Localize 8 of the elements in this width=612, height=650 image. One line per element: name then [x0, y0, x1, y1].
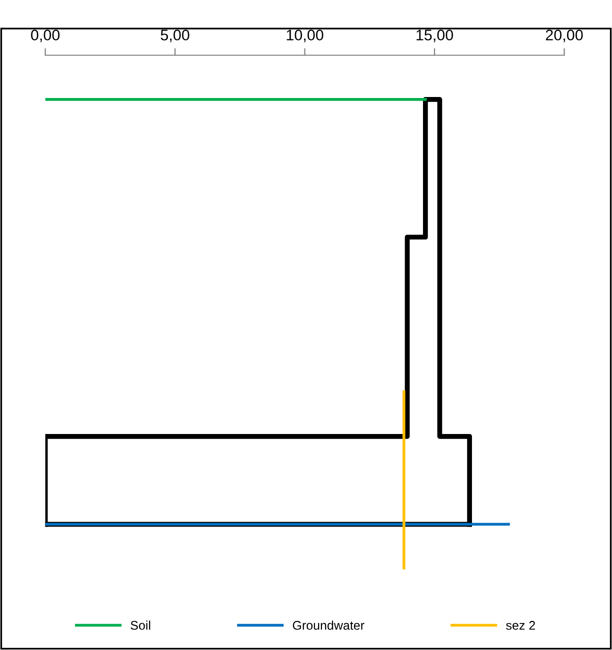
x-tick-label: 0,00 [31, 30, 60, 42]
legend-label: sez 2 [506, 620, 535, 630]
x-tick-label: 15,00 [416, 30, 454, 42]
x-tick-label: 5,00 [160, 30, 190, 42]
legend-label: Groundwater [292, 620, 364, 630]
legend-label: Soil [130, 620, 150, 630]
x-tick-label: 20,00 [546, 30, 583, 42]
x-tick-label: 10,00 [286, 30, 324, 42]
